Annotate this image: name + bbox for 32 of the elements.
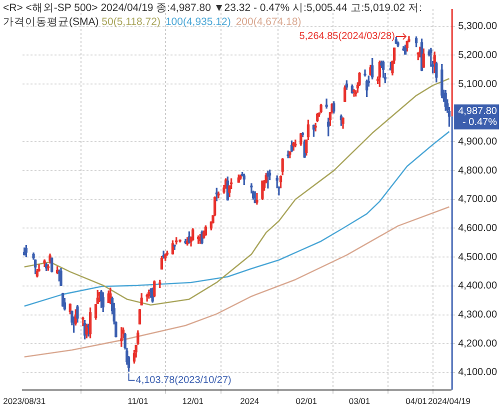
annotation: 4,987.80 — [458, 106, 498, 118]
text: 가격이동평균(SMA) — [3, 16, 99, 28]
y-tick-label: 4,400.00 — [458, 280, 498, 292]
x-tick-label: 11/01 — [128, 396, 148, 406]
y-tick-label: 4,800.00 — [458, 165, 498, 176]
x-tick-label: 2024 — [240, 396, 260, 406]
annotation: - 0.47% — [462, 117, 498, 128]
x-tick-label: 2024/04/19 — [428, 396, 471, 406]
x-tick-label: 02/01 — [296, 396, 318, 406]
x-tick-label: 2023/08/31 — [3, 396, 46, 406]
y-tick-label: 5,300.00 — [458, 21, 498, 32]
text: 100(4,935.12) — [165, 16, 231, 28]
y-tick-label: 4,300.00 — [458, 310, 498, 321]
y-tick-label: 4,100.00 — [458, 367, 498, 378]
candlestick — [256, 193, 258, 205]
y-tick-label: 4,700.00 — [458, 194, 498, 206]
y-tick-label: 4,600.00 — [458, 223, 498, 234]
annotation: 5,264.85(2024/03/28) — [299, 31, 395, 42]
y-tick-label: 4,900.00 — [458, 136, 498, 148]
text: 200(4,674.18) — [236, 16, 302, 28]
candlestick — [120, 327, 123, 347]
y-tick-label: 4,200.00 — [458, 338, 498, 350]
text: 50(5,118.72) — [102, 16, 160, 28]
x-tick-label: 04/01 — [406, 396, 428, 406]
chart-title: <R> <해외-SP 500> 2024/04/19 종:4,987.80 ▼23.32 - 0.47% 시:5,005.44 고:5,019.02 저: — [3, 1, 422, 15]
y-tick-label: 5,200.00 — [458, 50, 498, 61]
y-tick-label: 4,500.00 — [458, 252, 498, 263]
y-tick-label: 5,100.00 — [458, 78, 498, 90]
candlestick — [325, 98, 328, 109]
annotation: 4,103.78(2023/10/27) — [136, 375, 232, 386]
x-tick-label: 03/01 — [348, 396, 370, 406]
x-tick-label: 12/01 — [182, 396, 204, 406]
